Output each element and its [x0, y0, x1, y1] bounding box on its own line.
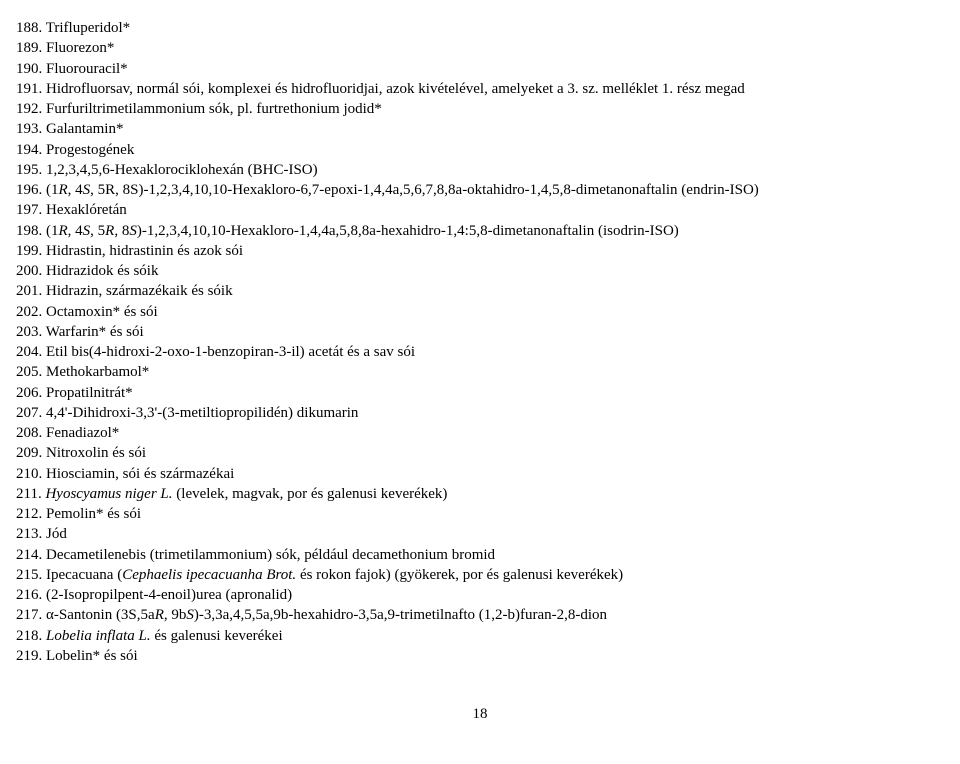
- item-text: Pemolin* és sói: [46, 506, 141, 522]
- list-item: 192. Furfuriltrimetilammonium sók, pl. f…: [16, 99, 944, 119]
- list-item: 205. Methokarbamol*: [16, 362, 944, 382]
- item-number: 199.: [16, 243, 46, 259]
- item-number: 191.: [16, 81, 46, 97]
- item-number: 200.: [16, 263, 46, 279]
- list-item: 202. Octamoxin* és sói: [16, 302, 944, 322]
- list-item: 216. (2-Isopropilpent-4-enoil)urea (apro…: [16, 585, 944, 605]
- item-text: Methokarbamol*: [46, 364, 149, 380]
- substance-list: 188. Trifluperidol*189. Fluorezon*190. F…: [16, 18, 944, 666]
- list-item: 210. Hiosciamin, sói és származékai: [16, 464, 944, 484]
- item-text: Hexaklóretán: [46, 202, 127, 218]
- item-number: 189.: [16, 40, 46, 56]
- list-item: 213. Jód: [16, 524, 944, 544]
- list-item: 199. Hidrastin, hidrastinin és azok sói: [16, 241, 944, 261]
- list-item: 194. Progestogének: [16, 140, 944, 160]
- list-item: 193. Galantamin*: [16, 119, 944, 139]
- item-text: Etil bis(4-hidroxi-2-oxo-1-benzopiran-3-…: [46, 344, 415, 360]
- item-number: 217.: [16, 607, 46, 623]
- item-text: α-Santonin (3S,5aR, 9bS)-3,3a,4,5,5a,9b-…: [46, 607, 607, 623]
- list-item: 190. Fluorouracil*: [16, 59, 944, 79]
- item-number: 201.: [16, 283, 46, 299]
- item-number: 195.: [16, 162, 46, 178]
- list-item: 191. Hidrofluorsav, normál sói, komplexe…: [16, 79, 944, 99]
- item-text: Fluorezon*: [46, 40, 114, 56]
- list-item: 217. α-Santonin (3S,5aR, 9bS)-3,3a,4,5,5…: [16, 605, 944, 625]
- item-number: 188.: [16, 20, 46, 36]
- item-text: Hidrazidok és sóik: [46, 263, 158, 279]
- item-number: 215.: [16, 567, 46, 583]
- list-item: 203. Warfarin* és sói: [16, 322, 944, 342]
- list-item: 188. Trifluperidol*: [16, 18, 944, 38]
- item-number: 208.: [16, 425, 46, 441]
- item-text: Fluorouracil*: [46, 61, 128, 77]
- item-number: 219.: [16, 648, 46, 664]
- item-text: Lobelin* és sói: [46, 648, 138, 664]
- item-text: Galantamin*: [46, 121, 123, 137]
- item-number: 210.: [16, 466, 46, 482]
- list-item: 218. Lobelia inflata L. és galenusi keve…: [16, 626, 944, 646]
- item-number: 213.: [16, 526, 46, 542]
- item-number: 216.: [16, 587, 46, 603]
- list-item: 214. Decametilenebis (trimetilammonium) …: [16, 545, 944, 565]
- list-item: 201. Hidrazin, származékaik és sóik: [16, 281, 944, 301]
- item-number: 205.: [16, 364, 46, 380]
- item-number: 192.: [16, 101, 46, 117]
- list-item: 209. Nitroxolin és sói: [16, 443, 944, 463]
- list-item: 196. (1R, 4S, 5R, 8S)-1,2,3,4,10,10-Hexa…: [16, 180, 944, 200]
- list-item: 208. Fenadiazol*: [16, 423, 944, 443]
- item-number: 197.: [16, 202, 46, 218]
- list-item: 215. Ipecacuana (Cephaelis ipecacuanha B…: [16, 565, 944, 585]
- item-number: 194.: [16, 142, 46, 158]
- item-number: 202.: [16, 304, 46, 320]
- item-text: Lobelia inflata L. és galenusi keverékei: [46, 628, 283, 644]
- list-item: 211. Hyoscyamus niger L. (levelek, magva…: [16, 484, 944, 504]
- item-text: Hidrastin, hidrastinin és azok sói: [46, 243, 243, 259]
- list-item: 200. Hidrazidok és sóik: [16, 261, 944, 281]
- list-item: 195. 1,2,3,4,5,6-Hexaklorociklohexán (BH…: [16, 160, 944, 180]
- item-number: 211.: [16, 486, 45, 502]
- item-number: 193.: [16, 121, 46, 137]
- item-text: Hiosciamin, sói és származékai: [46, 466, 234, 482]
- item-text: (1R, 4S, 5R, 8S)-1,2,3,4,10,10-Hexakloro…: [46, 223, 679, 239]
- item-text: Hidrazin, származékaik és sóik: [46, 283, 233, 299]
- list-item: 219. Lobelin* és sói: [16, 646, 944, 666]
- page-number: 18: [16, 704, 944, 724]
- item-text: Warfarin* és sói: [46, 324, 144, 340]
- item-text: Decametilenebis (trimetilammonium) sók, …: [46, 547, 495, 563]
- item-text: Furfuriltrimetilammonium sók, pl. furtre…: [46, 101, 382, 117]
- list-item: 198. (1R, 4S, 5R, 8S)-1,2,3,4,10,10-Hexa…: [16, 221, 944, 241]
- item-text: 4,4'-Dihidroxi-3,3'-(3-metiltiopropilidé…: [46, 405, 358, 421]
- item-text: Hidrofluorsav, normál sói, komplexei és …: [46, 81, 745, 97]
- item-text: Jód: [46, 526, 67, 542]
- item-number: 196.: [16, 182, 46, 198]
- item-text: Hyoscyamus niger L. (levelek, magvak, po…: [45, 486, 447, 502]
- item-text: 1,2,3,4,5,6-Hexaklorociklohexán (BHC-ISO…: [46, 162, 318, 178]
- item-text: (2-Isopropilpent-4-enoil)urea (apronalid…: [46, 587, 292, 603]
- item-number: 209.: [16, 445, 46, 461]
- item-number: 198.: [16, 223, 46, 239]
- list-item: 189. Fluorezon*: [16, 38, 944, 58]
- list-item: 204. Etil bis(4-hidroxi-2-oxo-1-benzopir…: [16, 342, 944, 362]
- item-text: (1R, 4S, 5R, 8S)-1,2,3,4,10,10-Hexakloro…: [46, 182, 759, 198]
- item-text: Ipecacuana (Cephaelis ipecacuanha Brot. …: [46, 567, 623, 583]
- item-text: Fenadiazol*: [46, 425, 119, 441]
- item-number: 214.: [16, 547, 46, 563]
- item-number: 204.: [16, 344, 46, 360]
- list-item: 207. 4,4'-Dihidroxi-3,3'-(3-metiltioprop…: [16, 403, 944, 423]
- item-number: 203.: [16, 324, 46, 340]
- item-text: Nitroxolin és sói: [46, 445, 146, 461]
- item-number: 207.: [16, 405, 46, 421]
- item-text: Trifluperidol*: [46, 20, 130, 36]
- item-number: 218.: [16, 628, 46, 644]
- item-number: 212.: [16, 506, 46, 522]
- item-text: Octamoxin* és sói: [46, 304, 158, 320]
- list-item: 197. Hexaklóretán: [16, 200, 944, 220]
- item-text: Propatilnitrát*: [46, 385, 133, 401]
- item-number: 206.: [16, 385, 46, 401]
- item-text: Progestogének: [46, 142, 134, 158]
- item-number: 190.: [16, 61, 46, 77]
- list-item: 212. Pemolin* és sói: [16, 504, 944, 524]
- list-item: 206. Propatilnitrát*: [16, 383, 944, 403]
